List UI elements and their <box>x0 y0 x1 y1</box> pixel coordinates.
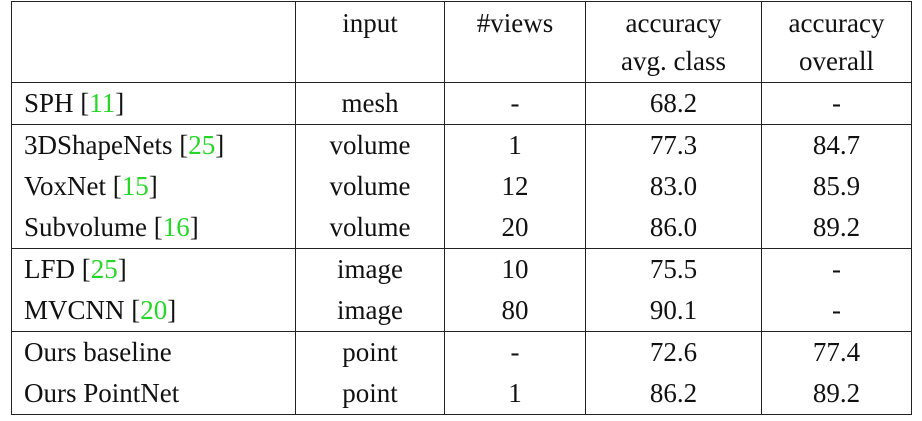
cell-avg-class: 68.2 <box>585 82 762 125</box>
header-avg-class-line2: avg. class <box>621 46 726 76</box>
table-row: SPH [11] mesh -68.2- <box>11 82 912 125</box>
cell-views: - <box>444 331 586 373</box>
citation-bracket-close: ] <box>117 254 127 284</box>
table-row: LFD [25] image 10 75.5- <box>11 248 912 290</box>
method-name: Ours baseline <box>24 337 172 367</box>
citation-bracket-open: [ <box>153 212 163 242</box>
cell-avg-class: 77.3 <box>585 124 762 166</box>
cell-views: 1 <box>444 373 586 415</box>
cell-input: point <box>295 373 445 415</box>
citation-bracket-open: [ <box>131 295 141 325</box>
cell-views: - <box>444 82 586 125</box>
cell-method: LFD [25] <box>11 248 296 290</box>
header-input: input <box>295 1 445 83</box>
cell-method: MVCNN [20] <box>11 290 296 332</box>
method-name: MVCNN <box>24 295 132 325</box>
citation-bracket-open: [ <box>179 130 189 160</box>
header-method-line2 <box>24 42 295 80</box>
header-views-line1: #views <box>476 8 554 38</box>
method-name: 3DShapeNets <box>24 130 180 160</box>
cell-avg-class: 90.1 <box>585 290 762 332</box>
citation-link[interactable]: 25 <box>188 130 216 160</box>
header-method-line1 <box>24 4 295 42</box>
cell-views: 1 <box>444 124 586 166</box>
cell-avg-class: 83.0 <box>585 166 762 207</box>
citation-bracket-close: ] <box>148 171 158 201</box>
cell-overall: 85.9 <box>761 166 912 207</box>
citation-link[interactable]: 25 <box>90 254 118 284</box>
cell-method: Subvolume [16] <box>11 207 296 249</box>
cell-overall: 84.7 <box>761 124 912 166</box>
cell-avg-class: 86.0 <box>585 207 762 249</box>
cell-overall: - <box>761 290 912 332</box>
citation-link[interactable]: 15 <box>121 171 149 201</box>
citation-bracket-open: [ <box>80 88 90 118</box>
header-views-line2 <box>445 42 585 80</box>
citation-link[interactable]: 20 <box>140 295 168 325</box>
citation-bracket-close: ] <box>167 295 177 325</box>
citation-link[interactable]: 11 <box>89 88 116 118</box>
cell-avg-class: 75.5 <box>585 248 762 290</box>
cell-method: SPH [11] <box>11 82 296 125</box>
header-input-line1: input <box>342 8 398 38</box>
header-avg-class-line1: accuracy <box>625 8 722 38</box>
cell-input: point <box>295 331 445 373</box>
cell-overall: 89.2 <box>761 207 912 249</box>
citation-bracket-close: ] <box>115 88 125 118</box>
citation-bracket-close: ] <box>215 130 225 160</box>
method-name: Subvolume <box>24 212 154 242</box>
cell-views: 10 <box>444 248 586 290</box>
cell-input: image <box>295 290 445 332</box>
header-input-line2 <box>296 42 444 80</box>
table-row: Subvolume [16] volume 20 86.0 89.2 <box>11 207 912 249</box>
method-name: SPH <box>24 88 81 118</box>
citation-bracket-open: [ <box>81 254 91 284</box>
cell-method: Ours PointNet <box>11 373 296 415</box>
citation-link[interactable]: 16 <box>162 212 190 242</box>
method-name: LFD <box>24 254 82 284</box>
header-avg-class: accuracy avg. class <box>585 1 762 83</box>
cell-method: VoxNet [15] <box>11 166 296 207</box>
cell-avg-class: 72.6 <box>585 331 762 373</box>
method-name: Ours PointNet <box>24 378 180 408</box>
header-views: #views <box>444 1 586 83</box>
table-row: Ours baseline point -72.6 77.4 <box>11 331 912 373</box>
cell-input: volume <box>295 124 445 166</box>
cell-views: 20 <box>444 207 586 249</box>
cell-input: volume <box>295 166 445 207</box>
header-overall-line1: accuracy <box>788 8 885 38</box>
method-name: VoxNet <box>24 171 113 201</box>
cell-overall: - <box>761 248 912 290</box>
table-row: 3DShapeNets [25] volume 1 77.3 84.7 <box>11 124 912 166</box>
header-method <box>11 1 296 83</box>
cell-input: volume <box>295 207 445 249</box>
cell-views: 12 <box>444 166 586 207</box>
cell-overall: - <box>761 82 912 125</box>
citation-bracket-close: ] <box>189 212 199 242</box>
cell-input: mesh <box>295 82 445 125</box>
table-row: MVCNN [20] image 80 90.1- <box>11 290 912 332</box>
header-overall-line2: overall <box>799 46 874 76</box>
cell-input: image <box>295 248 445 290</box>
table-row: Ours PointNet point 1 86.2 89.2 <box>11 373 912 415</box>
header-overall: accuracy overall <box>761 1 912 83</box>
cell-overall: 77.4 <box>761 331 912 373</box>
table-row: VoxNet [15] volume 12 83.0 85.9 <box>11 166 912 207</box>
cell-views: 80 <box>444 290 586 332</box>
results-table: input #views accuracy avg. class accurac… <box>11 1 912 415</box>
cell-avg-class: 86.2 <box>585 373 762 415</box>
cell-overall: 89.2 <box>761 373 912 415</box>
header-row: input #views accuracy avg. class accurac… <box>11 1 912 83</box>
cell-method: Ours baseline <box>11 331 296 373</box>
cell-method: 3DShapeNets [25] <box>11 124 296 166</box>
citation-bracket-open: [ <box>112 171 122 201</box>
